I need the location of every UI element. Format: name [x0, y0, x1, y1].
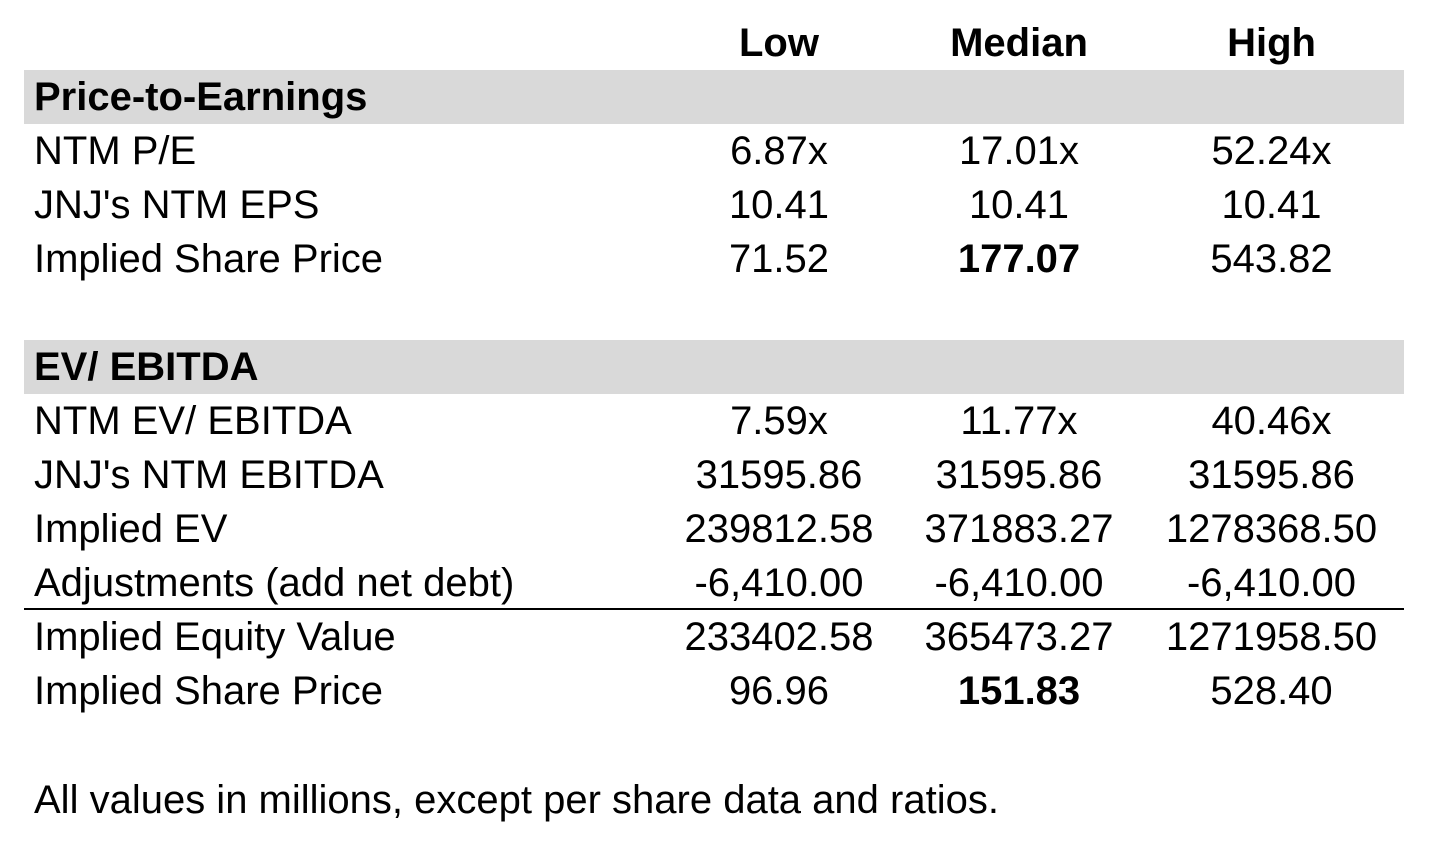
table-row: JNJ's NTM EBITDA 31595.86 31595.86 31595…	[24, 448, 1404, 502]
table-row: NTM P/E 6.87x 17.01x 52.24x	[24, 124, 1404, 178]
row-label: NTM P/E	[34, 129, 197, 173]
section-header-ev-ebitda: EV/ EBITDA	[24, 340, 1404, 394]
cell-median: 11.77x	[960, 399, 1078, 443]
cell-high: 1271958.50	[1165, 615, 1378, 659]
cell-low: 31595.86	[695, 453, 863, 497]
cell-high: 543.82	[1210, 237, 1333, 281]
cell-high: 52.24x	[1211, 129, 1332, 173]
cell-median: -6,410.00	[934, 561, 1104, 605]
cell-median: 31595.86	[935, 453, 1103, 497]
cell-low: -6,410.00	[694, 561, 864, 605]
cell-low: 233402.58	[684, 615, 874, 659]
row-label: Implied EV	[34, 507, 228, 551]
cell-high: 528.40	[1210, 669, 1333, 713]
cell-low: 96.96	[728, 669, 830, 713]
cell-high: 40.46x	[1211, 399, 1332, 443]
cell-high: 10.41	[1221, 183, 1322, 227]
cell-low: 7.59x	[730, 399, 828, 443]
cell-low: 239812.58	[684, 507, 874, 551]
cell-low: 6.87x	[730, 129, 828, 173]
row-label: JNJ's NTM EPS	[34, 183, 320, 227]
cell-low: 10.41	[728, 183, 830, 227]
table-row: Adjustments (add net debt) -6,410.00 -6,…	[24, 556, 1404, 610]
column-header-low: Low	[739, 21, 819, 65]
cell-median: 371883.27	[924, 507, 1114, 551]
table-row: Implied EV 239812.58 371883.27 1278368.5…	[24, 502, 1404, 556]
cell-high: 31595.86	[1188, 453, 1355, 497]
table-row: JNJ's NTM EPS 10.41 10.41 10.41	[24, 178, 1404, 232]
cell-high: -6,410.00	[1186, 561, 1357, 605]
column-header-median: Median	[950, 21, 1088, 65]
section-title: EV/ EBITDA	[34, 345, 259, 389]
footnote: All values in millions, except per share…	[34, 778, 999, 822]
column-header-high: High	[1227, 21, 1316, 65]
cell-low: 71.52	[728, 237, 830, 281]
cell-median: 365473.27	[924, 615, 1114, 659]
table-row: NTM EV/ EBITDA 7.59x 11.77x 40.46x	[24, 394, 1404, 448]
cell-median-highlight: 177.07	[957, 237, 1081, 281]
row-label: Implied Share Price	[34, 237, 384, 281]
row-label: JNJ's NTM EBITDA	[34, 453, 384, 497]
row-label: Implied Share Price	[34, 669, 384, 713]
section-header-pe: Price-to-Earnings	[24, 70, 1404, 124]
section-title: Price-to-Earnings	[34, 75, 368, 119]
row-label: Adjustments (add net debt)	[34, 561, 515, 605]
total-divider-line	[24, 608, 1404, 610]
cell-median: 10.41	[968, 183, 1070, 227]
column-header-row: Low Median High	[24, 16, 1404, 70]
cell-high: 1278368.50	[1165, 507, 1378, 551]
cell-median: 17.01x	[958, 129, 1080, 173]
row-label: Implied Equity Value	[34, 615, 396, 659]
table-row: Implied Share Price 96.96 151.83 528.40	[24, 664, 1404, 718]
table-row: Implied Share Price 71.52 177.07 543.82	[24, 232, 1404, 286]
table-row: Implied Equity Value 233402.58 365473.27…	[24, 610, 1404, 664]
row-label: NTM EV/ EBITDA	[34, 399, 352, 443]
cell-median-highlight: 151.83	[957, 669, 1081, 713]
